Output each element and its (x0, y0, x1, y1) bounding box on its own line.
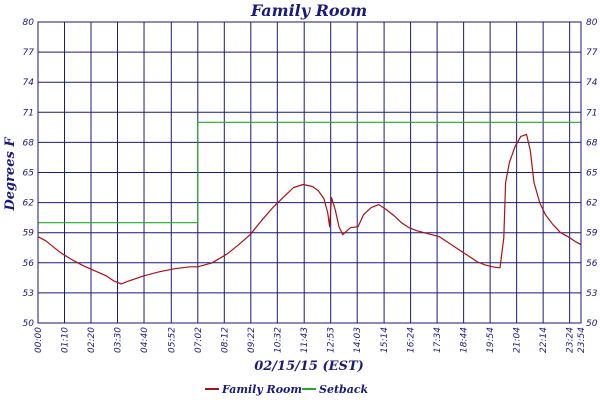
x-tick-label: 04:40 (140, 327, 150, 353)
x-tick-label: 08:12 (220, 327, 230, 353)
y-tick-label-left: 68 (23, 138, 35, 148)
x-tick-label: 11:43 (300, 327, 310, 353)
x-tick-label: 23:54 (577, 327, 587, 353)
x-tick-label: 19:54 (486, 327, 496, 353)
y-axis-title: Degrees F (3, 137, 18, 212)
x-tick-label: 22:14 (539, 327, 549, 353)
x-tick-label: 23:24 (566, 327, 576, 353)
x-tick-label: 16:24 (407, 327, 417, 353)
x-tick-label: 10:32 (273, 327, 283, 353)
chart-title: Family Room (250, 1, 367, 20)
y-tick-label-right: 80 (586, 18, 598, 28)
y-tick-label-left: 50 (23, 319, 35, 329)
y-tick-label-left: 80 (23, 18, 35, 28)
x-tick-label: 07:02 (194, 327, 204, 353)
y-tick-label-left: 59 (23, 229, 35, 239)
y-tick-label-left: 62 (23, 199, 35, 209)
y-tick-label-right: 65 (586, 169, 598, 179)
legend: Family Room Setback (205, 383, 369, 396)
y-tick-label-left: 74 (23, 78, 35, 88)
y-tick-label-left: 65 (23, 169, 35, 179)
y-tick-label-left: 53 (23, 289, 35, 299)
x-axis-title: 02/15/15 (EST) (254, 359, 364, 374)
y-tick-label-right: 77 (586, 48, 598, 58)
y-tick-label-right: 68 (586, 138, 598, 148)
legend-label: Family Room (221, 383, 302, 396)
x-tick-label: 18:44 (460, 327, 470, 353)
x-tick-label: 15:14 (380, 327, 390, 353)
y-tick-label-right: 74 (586, 78, 598, 88)
y-tick-labels-right: 80 77 74 71 68 65 62 59 56 53 50 (586, 18, 598, 329)
y-tick-labels-left: 80 77 74 71 68 65 62 59 56 53 50 (23, 18, 35, 329)
x-tick-label: 14:03 (353, 327, 363, 353)
series-line-setback (38, 121, 581, 224)
y-tick-label-right: 53 (586, 289, 598, 299)
y-tick-label-left: 71 (23, 108, 34, 118)
y-tick-label-left: 77 (23, 48, 35, 58)
grid (38, 22, 581, 323)
x-tick-label: 17:34 (433, 327, 443, 353)
x-tick-label: 02:20 (87, 327, 97, 353)
series-layer (37, 121, 582, 285)
y-tick-label-right: 50 (586, 319, 598, 329)
y-tick-label-right: 62 (586, 199, 598, 209)
x-tick-label: 21:04 (513, 327, 523, 353)
y-tick-label-right: 56 (586, 259, 598, 269)
plot-frame (37, 21, 582, 324)
x-tick-label: 01:10 (61, 327, 71, 353)
x-tick-labels: 00:00 01:10 02:20 03:30 04:40 05:52 07:02 08:12… (34, 327, 587, 353)
x-tick-label: 09:22 (247, 327, 257, 353)
x-tick-label: 12:53 (327, 327, 337, 353)
x-tick-label: 05:52 (167, 327, 177, 353)
y-tick-label-right: 71 (586, 108, 597, 118)
x-tick-label: 03:30 (114, 327, 124, 353)
x-tick-label: 00:00 (34, 327, 44, 353)
series-line-family-room (37, 133, 582, 285)
y-tick-label-left: 56 (23, 259, 35, 269)
y-tick-label-right: 59 (586, 229, 598, 239)
legend-label: Setback (319, 383, 369, 396)
